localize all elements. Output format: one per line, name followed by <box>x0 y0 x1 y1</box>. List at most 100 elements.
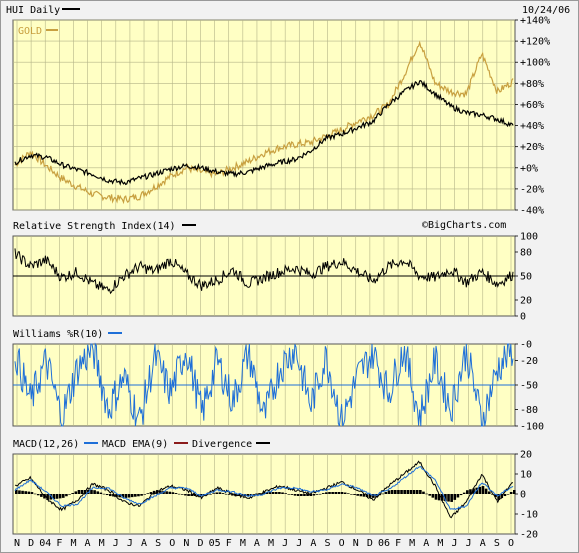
x-tick-label: F <box>395 538 401 549</box>
x-tick-label: F <box>226 538 232 549</box>
divergence-bar <box>90 490 93 494</box>
divergence-legend-label: Divergence <box>192 439 252 450</box>
chart-date: 10/24/06 <box>522 5 570 16</box>
divergence-bar <box>268 492 272 494</box>
divergence-bar <box>33 493 37 495</box>
x-tick-label: 05 <box>209 538 221 549</box>
divergence-bar <box>246 494 250 496</box>
divergence-bar <box>177 493 181 495</box>
divergence-bar <box>425 493 428 495</box>
divergence-bar <box>234 494 237 496</box>
divergence-bar <box>46 494 49 500</box>
divergence-bar <box>469 489 472 494</box>
divergence-bar <box>287 494 291 495</box>
macd-ema-legend-label: MACD EMA(9) <box>102 439 168 450</box>
x-tick-label: A <box>310 538 316 549</box>
divergence-bar <box>218 492 222 494</box>
y-tick-label: -20 <box>520 530 538 541</box>
divergence-bar <box>487 491 491 494</box>
x-tick-label: A <box>141 538 147 549</box>
divergence-bar <box>415 490 419 494</box>
divergence-bar <box>68 494 71 495</box>
divergence-bar <box>27 491 31 494</box>
divergence-bar <box>152 490 156 494</box>
macd-panel-title: MACD(12,26) <box>13 439 79 450</box>
divergence-bar <box>65 494 68 497</box>
x-tick-label: A <box>85 538 91 549</box>
divergence-bar <box>359 494 363 497</box>
divergence-bar <box>312 494 316 496</box>
divergence-bar <box>387 490 391 494</box>
divergence-bar <box>274 492 278 494</box>
x-tick-label: N <box>183 538 189 549</box>
williams-panel-title: Williams %R(10) <box>13 329 103 340</box>
main-panel-title: HUI Daily <box>6 5 60 16</box>
x-tick-label: A <box>423 538 429 549</box>
divergence-bar <box>146 493 150 494</box>
divergence-bar <box>513 490 516 494</box>
y-tick-label: 10 <box>520 470 532 481</box>
divergence-bar <box>321 493 325 494</box>
divergence-bar <box>325 492 328 494</box>
divergence-bar <box>80 490 84 494</box>
divergence-bar <box>459 494 463 496</box>
divergence-bar <box>237 494 240 496</box>
y-tick-label: -20 <box>520 356 538 367</box>
divergence-bar <box>102 493 106 495</box>
divergence-bar <box>478 486 482 494</box>
y-tick-label: 100 <box>520 232 538 243</box>
divergence-bar <box>190 494 193 496</box>
divergence-bar <box>466 490 469 494</box>
x-tick-label: 06 <box>378 538 390 549</box>
divergence-bar <box>124 494 128 498</box>
divergence-bar <box>24 491 27 494</box>
divergence-bar <box>30 492 34 494</box>
x-tick-label: M <box>99 538 105 549</box>
divergence-bar <box>49 494 53 500</box>
divergence-bar <box>165 491 168 494</box>
divergence-bar <box>503 494 507 497</box>
divergence-bar <box>281 492 284 494</box>
divergence-bars <box>15 486 516 502</box>
x-tick-label: M <box>409 538 415 549</box>
y-tick-label: -40% <box>520 206 544 217</box>
divergence-bar <box>484 488 488 494</box>
y-tick-label: +100% <box>520 58 550 69</box>
divergence-bar <box>334 492 338 494</box>
x-tick-label: O <box>339 538 345 549</box>
divergence-bar <box>83 490 87 494</box>
x-tick-label: M <box>437 538 443 549</box>
divergence-bar <box>278 492 281 494</box>
divergence-bar <box>444 494 447 502</box>
divergence-bar <box>140 494 143 496</box>
divergence-bar <box>168 491 172 494</box>
divergence-bar <box>384 492 388 494</box>
y-tick-label: -0 <box>520 340 532 351</box>
divergence-bar <box>347 493 350 494</box>
divergence-bar <box>356 494 359 496</box>
macd-ema-series-line <box>14 466 514 511</box>
divergence-bar <box>447 494 450 502</box>
divergence-bar <box>494 494 497 498</box>
divergence-bar <box>259 493 262 494</box>
y-tick-label: 80 <box>520 248 532 259</box>
divergence-bar <box>393 490 397 494</box>
watermark-text: ©BigCharts.com <box>422 220 506 231</box>
divergence-bar <box>149 492 153 494</box>
divergence-bar <box>227 494 231 495</box>
x-tick-label: S <box>324 538 330 549</box>
divergence-bar <box>403 490 406 494</box>
gold-series-line <box>14 40 514 205</box>
x-tick-label: M <box>70 538 76 549</box>
x-tick-label: F <box>56 538 62 549</box>
divergence-bar <box>105 494 109 496</box>
y-tick-label: +0% <box>520 163 538 174</box>
divergence-bar <box>209 494 212 495</box>
divergence-bar <box>55 494 59 499</box>
divergence-bar <box>108 494 112 497</box>
x-tick-label: N <box>14 538 20 549</box>
y-tick-label: +60% <box>520 100 544 111</box>
divergence-bar <box>453 494 457 500</box>
divergence-bar <box>265 492 269 494</box>
divergence-bar <box>127 494 131 498</box>
